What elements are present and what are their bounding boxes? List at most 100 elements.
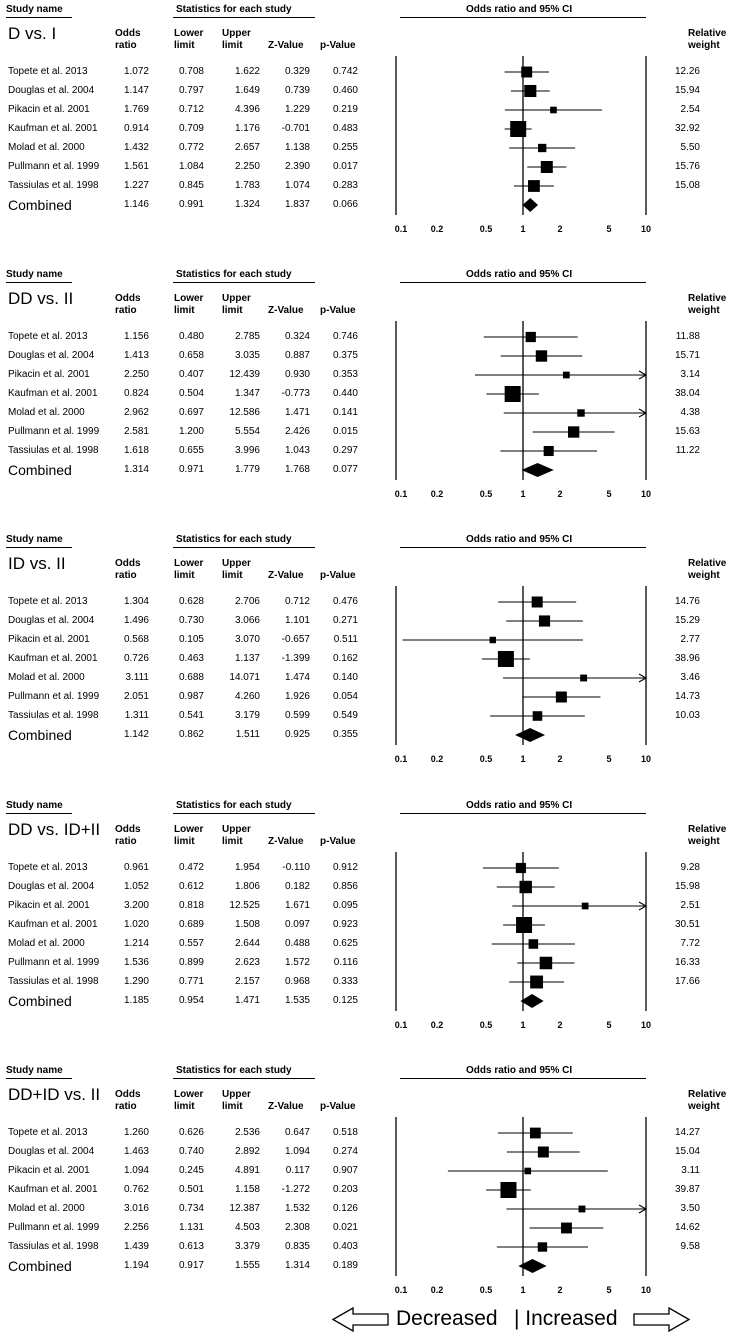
lower-limit-value: 0.407: [178, 369, 204, 380]
increased-arrow-icon: [633, 1306, 691, 1333]
lower-limit-value: 1.084: [178, 161, 204, 172]
study-point-square: [538, 143, 547, 153]
z-value: -0.110: [282, 862, 310, 873]
ci-truncation-arrow-icon: [638, 408, 648, 418]
x-tick-label: 2: [558, 224, 563, 234]
upper-limit-value: 3.996: [234, 445, 260, 456]
study-point-square: [577, 409, 585, 417]
lower-limit-value: 0.612: [178, 881, 204, 892]
header-underline: [173, 547, 315, 548]
header-underline: [400, 547, 646, 548]
relative-weight-value: 15.08: [674, 180, 700, 191]
combined-p-value: 0.066: [332, 199, 358, 210]
upper-limit-value: 3.066: [234, 615, 260, 626]
study-name: Kaufman et al. 2001: [8, 388, 98, 399]
combined-lower-limit: 0.917: [178, 1260, 204, 1271]
relative-weight-value: 3.14: [680, 369, 700, 380]
study-name: Molad et al. 2000: [8, 1203, 85, 1214]
upper-limit-value: 2.536: [234, 1127, 260, 1138]
upper-limit-value: 12.439: [229, 369, 260, 380]
lower-limit-value: 0.797: [178, 85, 204, 96]
lower-limit-header: Lower: [174, 293, 204, 304]
upper-limit-value: 2.706: [234, 596, 260, 607]
relative-weight-header: Relative: [688, 558, 727, 569]
x-tick-label: 0.2: [431, 224, 444, 234]
upper-limit-header: limit: [222, 305, 243, 316]
study-point-square: [567, 426, 580, 438]
lower-limit-value: 0.899: [178, 957, 204, 968]
z-value-header: Z-Value: [268, 836, 304, 847]
header-underline: [6, 282, 72, 283]
z-value: 1.229: [284, 104, 310, 115]
relative-weight-value: 16.33: [674, 957, 700, 968]
statistics-header: Statistics for each study: [176, 1065, 292, 1076]
z-value-header: Z-Value: [268, 305, 304, 316]
p-value: 0.095: [332, 900, 358, 911]
odds-ratio-value: 0.568: [123, 634, 149, 645]
x-tick-label: 0.1: [395, 754, 408, 764]
relative-weight-header: weight: [688, 40, 720, 51]
lower-limit-value: 1.131: [178, 1222, 204, 1233]
relative-weight-value: 15.98: [674, 881, 700, 892]
x-tick-label: 1: [520, 489, 525, 499]
study-point-square: [581, 902, 589, 910]
z-value: 0.097: [284, 919, 310, 930]
study-name: Pullmann et al. 1999: [8, 957, 100, 968]
study-name: Pikacin et al. 2001: [8, 900, 90, 911]
lower-limit-value: 0.613: [178, 1241, 204, 1252]
comparison-label: DD vs. II: [8, 289, 74, 308]
relative-weight-value: 38.96: [674, 653, 700, 664]
odds-ratio-value: 1.227: [123, 180, 149, 191]
lower-limit-value: 0.771: [178, 976, 204, 987]
relative-weight-value: 3.46: [680, 672, 700, 683]
upper-limit-value: 12.525: [229, 900, 260, 911]
z-value: 0.117: [285, 1165, 310, 1176]
p-value: 0.141: [332, 407, 358, 418]
study-point-square: [521, 66, 533, 78]
study-name-header: Study name: [6, 534, 63, 545]
relative-weight-value: 2.51: [680, 900, 700, 911]
p-value: 0.907: [332, 1165, 358, 1176]
x-tick-label: 2: [558, 1020, 563, 1030]
header-underline: [400, 17, 646, 18]
odds-ratio-value: 0.914: [123, 123, 149, 134]
study-name: Pikacin et al. 2001: [8, 1165, 90, 1176]
upper-limit-header: limit: [222, 1101, 243, 1112]
p-value: 0.054: [332, 691, 358, 702]
statistics-header: Statistics for each study: [176, 800, 292, 811]
study-point-square: [540, 161, 553, 173]
study-point-square: [524, 1167, 532, 1175]
relative-weight-value: 39.87: [674, 1184, 700, 1195]
lower-limit-value: 0.708: [178, 66, 204, 77]
combined-effect-diamond: [522, 198, 538, 212]
odds-ratio-ci-header: Odds ratio and 95% CI: [466, 1065, 573, 1076]
odds-ratio-value: 1.260: [123, 1127, 149, 1138]
combined-upper-limit: 1.779: [234, 464, 260, 475]
odds-ratio-value: 1.463: [123, 1146, 149, 1157]
p-value: 0.297: [332, 445, 358, 456]
upper-limit-value: 3.179: [234, 710, 260, 721]
upper-limit-value: 2.250: [234, 161, 260, 172]
z-value: 0.324: [284, 331, 310, 342]
p-value: 0.476: [332, 596, 358, 607]
header-underline: [6, 813, 72, 814]
odds-ratio-header: ratio: [115, 1101, 137, 1112]
odds-ratio-value: 0.824: [123, 388, 149, 399]
header-underline: [6, 547, 72, 548]
combined-lower-limit: 0.954: [178, 995, 204, 1006]
study-name: Topete et al. 2013: [8, 66, 88, 77]
ci-truncation-arrow-icon: [638, 673, 648, 683]
lower-limit-value: 0.688: [178, 672, 204, 683]
upper-limit-header: Upper: [222, 558, 251, 569]
upper-limit-value: 2.644: [234, 938, 260, 949]
study-point-square: [528, 180, 540, 192]
relative-weight-value: 15.94: [674, 85, 700, 96]
z-value: -0.773: [281, 388, 310, 399]
odds-ratio-value: 1.496: [123, 615, 149, 626]
x-tick-label: 10: [641, 489, 651, 499]
combined-z-value: 1.314: [284, 1260, 310, 1271]
x-tick-label: 5: [606, 224, 611, 234]
p-value: 0.255: [332, 142, 358, 153]
study-name: Pikacin et al. 2001: [8, 369, 90, 380]
p-value: 0.746: [332, 331, 358, 342]
